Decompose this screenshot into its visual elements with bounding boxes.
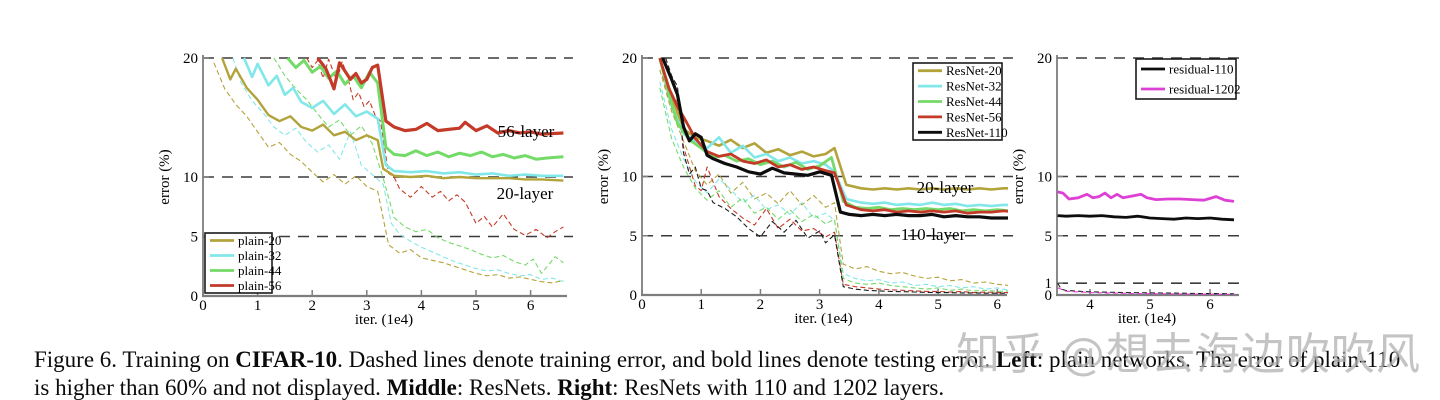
series-ResNet-56 (658, 57, 1008, 215)
x-tick-label: 4 (875, 297, 883, 313)
caption-segment-7: Right (557, 375, 613, 400)
x-tick-label: 5 (934, 297, 942, 313)
caption-segment-0: Figure 6. Training on (34, 347, 236, 372)
series-ResNet-44-train (659, 87, 1008, 292)
x-tick-label: 2 (757, 297, 765, 313)
figure-caption: Figure 6. Training on CIFAR-10. Dashed l… (34, 346, 1416, 400)
x-tick-label: 0 (638, 297, 646, 313)
series-plain-44 (286, 57, 564, 161)
y-tick-label: 20 (622, 51, 637, 67)
legend-label-plain-44: plain-44 (238, 263, 282, 278)
plot-resnets-deep: 4 5 6 01 5 10 20 iter. (1e4) error (%) residual-1… (1011, 51, 1245, 327)
legend-label-residual-110: residual-110 (1169, 62, 1234, 77)
series-residual-110 (1057, 214, 1235, 222)
series-plain-20 (220, 57, 564, 182)
x-tick-label: 6 (527, 298, 535, 314)
annotation-110-layer: 110-layer (901, 225, 966, 244)
series-ResNet-20-train (659, 69, 1008, 286)
legend-label-plain-56: plain-56 (238, 278, 282, 293)
y-axis-label: error (%) (157, 149, 173, 204)
series-plain-32-train (232, 57, 564, 283)
x-tick-label: 0 (199, 298, 207, 314)
y-axis-label: error (%) (596, 149, 612, 204)
legend-label-ResNet-44: ResNet-44 (946, 94, 1002, 109)
series-ResNet-110-train (665, 57, 1008, 294)
x-tick-label: 5 (472, 298, 480, 314)
y-tick-label: 5 (1045, 229, 1053, 245)
legend-resnets-deep: residual-110 residual-1202 (1135, 58, 1240, 100)
legend-box (204, 232, 273, 294)
y-tick-label: 5 (191, 230, 199, 246)
legend-label-plain-20: plain-20 (238, 233, 281, 248)
y-tick-label: 0 (1045, 288, 1053, 304)
caption-segment-3: Left (995, 347, 1037, 372)
y-axis-label: error (%) (1011, 149, 1027, 204)
y-tick-label: 20 (1037, 51, 1052, 67)
x-tick-label: 1 (254, 298, 262, 314)
plot-resnets: 0 1 2 3 4 5 6 0 5 10 20 iter. (1e4) error (%) 20-laye… (596, 51, 1013, 327)
legend-label-ResNet-32: ResNet-32 (946, 79, 1002, 94)
x-axis-label: iter. (1e4) (355, 312, 413, 328)
legend-label-residual-1202: residual-1202 (1169, 82, 1240, 97)
series-plain-32 (242, 57, 564, 178)
series-residual-110-train (1057, 282, 1235, 295)
x-tick-label: 3 (816, 297, 824, 313)
caption-segment-2: . Dashed lines denote training error, an… (337, 347, 996, 372)
annotation-20-layer: 20-layer (497, 184, 554, 203)
series-ResNet-110 (661, 57, 1008, 220)
series-plain-56-train (306, 57, 564, 239)
x-tick-label: 4 (418, 298, 426, 314)
watermark: 知乎 @想去海边吹吹风 (956, 329, 1421, 380)
x-tick-label: 2 (308, 298, 316, 314)
y-tick-label: 20 (183, 51, 198, 67)
x-tick-label: 4 (1086, 297, 1094, 313)
series-plain-44-train (273, 57, 564, 274)
caption-segment-1: CIFAR-10 (235, 347, 338, 372)
caption-segment-8: : ResNets with 110 and 1202 layers. (612, 375, 945, 400)
legend-label-ResNet-56: ResNet-56 (946, 109, 1002, 124)
legend-resnets: ResNet-20ResNet-32ResNet-44ResNet-56ResN… (912, 62, 1008, 141)
caption-segment-5: Middle (386, 375, 457, 400)
plot-plain-networks: 0 1 2 3 4 5 6 0 5 10 20 iter. (1e4) error (%) 56-laye… (157, 51, 573, 328)
y-tick-label: 10 (183, 170, 198, 186)
series-plain-20-train (213, 62, 564, 284)
x-tick-label: 6 (994, 297, 1002, 313)
caption-segment-6: : ResNets. (456, 375, 558, 400)
legend-box (1135, 58, 1237, 100)
x-tick-label: 6 (1206, 297, 1214, 313)
x-tick-label: 3 (363, 298, 371, 314)
series-residual-1202 (1057, 190, 1235, 203)
y-tick-label: 1 (1045, 276, 1053, 292)
y-tick-label: 10 (622, 170, 637, 186)
x-tick-label: 5 (1146, 297, 1154, 313)
series-plain-56 (316, 57, 564, 136)
legend-label-ResNet-20: ResNet-20 (946, 63, 1002, 78)
series-ResNet-20 (658, 57, 1008, 191)
y-tick-label: 0 (630, 288, 638, 304)
x-tick-label: 1 (697, 297, 705, 313)
legend-label-ResNet-110: ResNet-110 (946, 125, 1008, 140)
series-ResNet-56-train (662, 75, 1008, 294)
x-axis-label: iter. (1e4) (1118, 311, 1176, 327)
caption-segment-4: : plain networks. The error of plain-110… (34, 347, 1401, 400)
annotation-56-layer: 56-layer (498, 122, 555, 141)
legend-label-plain-32: plain-32 (238, 248, 281, 263)
annotation-20-layer: 20-layer (917, 178, 974, 197)
y-tick-label: 5 (630, 229, 638, 245)
x-axis-label: iter. (1e4) (794, 311, 852, 327)
y-tick-label: 0 (191, 289, 199, 305)
y-tick-label: 10 (1037, 170, 1052, 186)
